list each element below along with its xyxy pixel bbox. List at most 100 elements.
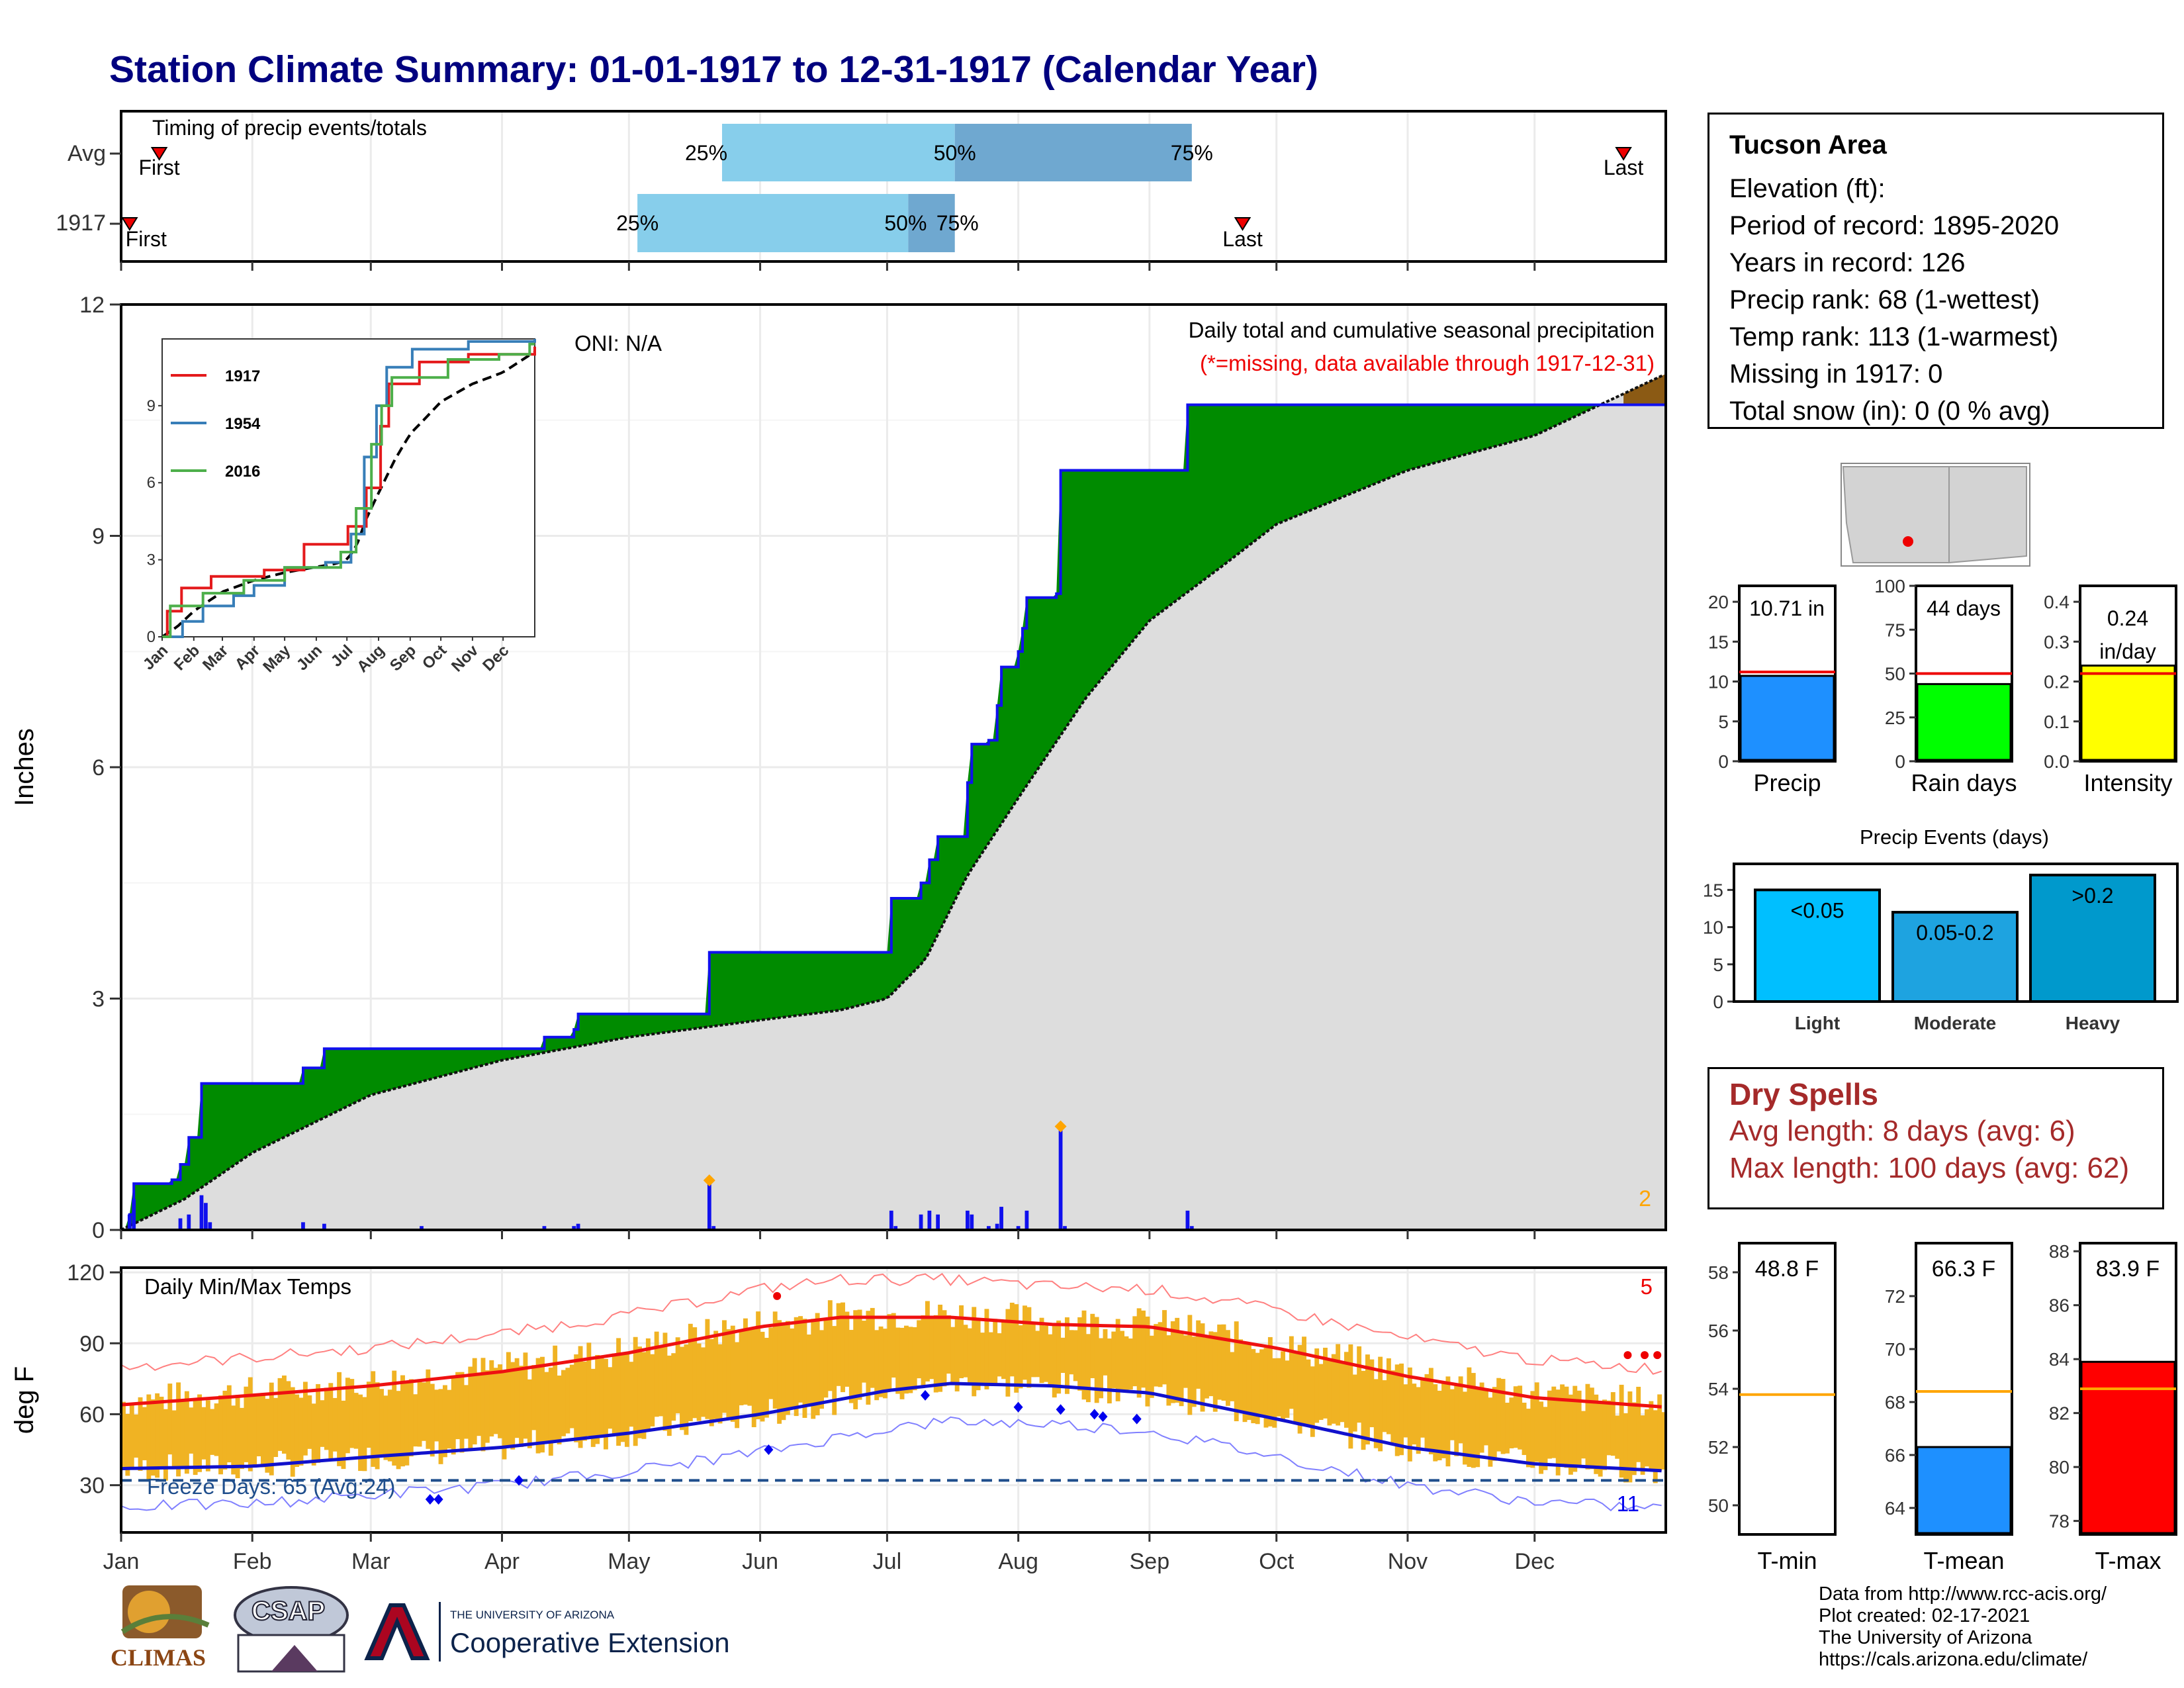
temp-daily-range — [1030, 1323, 1036, 1378]
temp-daily-range — [197, 1394, 202, 1472]
precip-total-ytick-label: 5 — [1718, 712, 1729, 732]
temp-daily-range — [848, 1330, 854, 1403]
tmean-value: 66.3 F — [1932, 1256, 1995, 1282]
precip-ytick-label: 0 — [92, 1218, 105, 1243]
temp-daily-range — [1212, 1332, 1218, 1412]
temp-daily-range — [244, 1386, 249, 1462]
timing-first-label: First — [138, 156, 179, 179]
temp-daily-range — [616, 1338, 621, 1446]
temp-daily-range — [1645, 1409, 1649, 1467]
precip-daily-bar — [322, 1223, 326, 1230]
temp-daily-range — [1551, 1386, 1557, 1458]
precip-daily-bar — [127, 1214, 132, 1230]
temp-daily-range — [1081, 1310, 1087, 1400]
temp-daily-range — [252, 1393, 257, 1467]
inset-legend-label: 2016 — [225, 463, 260, 481]
precip-daily-bar — [178, 1218, 183, 1230]
temp-daily-range — [1064, 1317, 1069, 1394]
temp-record-high-marker — [1623, 1351, 1632, 1360]
temp-daily-range — [1463, 1391, 1467, 1465]
temp-daily-range — [641, 1352, 647, 1439]
precip-total-bar — [1739, 675, 1835, 761]
temp-daily-range — [1412, 1383, 1417, 1445]
ua-logo: THE UNIVERSITY OF ARIZONA Cooperative Ex… — [361, 1602, 745, 1668]
temp-daily-range — [404, 1382, 410, 1466]
inset-ytick-label: 3 — [147, 551, 156, 569]
temp-daily-range — [1488, 1397, 1493, 1467]
precip-daily-bar — [711, 1226, 716, 1230]
precip-daily-bar — [707, 1180, 711, 1230]
temp-daily-range — [747, 1327, 752, 1406]
temp-daily-range — [1056, 1320, 1062, 1394]
station-line: Missing in 1917: 0 — [1729, 359, 1943, 389]
temp-daily-range — [1568, 1394, 1573, 1475]
temp-daily-range — [984, 1309, 989, 1389]
temp-daily-range — [1640, 1415, 1645, 1475]
temp-ytick-label: 30 — [79, 1474, 105, 1499]
temp-daily-range — [316, 1383, 321, 1463]
temp-daily-range — [954, 1317, 960, 1391]
month-label: Aug — [998, 1549, 1038, 1574]
precip-title: Daily total and cumulative seasonal prec… — [1189, 318, 1655, 342]
temp-daily-range — [1259, 1349, 1265, 1416]
precip-daily-bar — [208, 1222, 212, 1230]
precip-daily-bar — [576, 1223, 580, 1230]
temp-daily-range — [159, 1396, 164, 1469]
temp-daily-range — [506, 1352, 511, 1446]
map-arizona — [1842, 466, 1950, 563]
temp-daily-range — [1018, 1325, 1023, 1389]
precip-total-ytick-label: 0 — [1718, 751, 1729, 772]
temp-daily-range — [1420, 1377, 1426, 1438]
temp-daily-range — [841, 1302, 845, 1393]
temp-daily-range — [659, 1347, 663, 1417]
precip-daily-bar — [420, 1226, 424, 1230]
temp-daily-range — [1039, 1317, 1044, 1383]
temp-daily-range — [1484, 1388, 1488, 1446]
temp-daily-range — [1348, 1344, 1353, 1449]
tmax-label: T-max — [2095, 1547, 2161, 1574]
timing-avg-first-marker — [150, 147, 168, 161]
temp-record-low-marker — [514, 1475, 524, 1486]
temp-daily-range — [1099, 1338, 1104, 1399]
temp-ytick-label: 120 — [67, 1260, 105, 1286]
precip-ytick-label: 3 — [92, 987, 105, 1012]
temp-daily-range — [442, 1385, 447, 1458]
temp-daily-range — [1242, 1342, 1248, 1423]
temp-daily-range — [637, 1346, 643, 1438]
tmax-ytick-label: 84 — [2049, 1349, 2070, 1370]
temp-daily-range — [1386, 1358, 1391, 1434]
precip-daily-bar — [1189, 1226, 1194, 1230]
temp-daily-range — [1327, 1360, 1332, 1426]
temp-daily-range — [959, 1305, 964, 1379]
temp-daily-range — [1594, 1394, 1599, 1474]
temp-daily-range — [680, 1346, 684, 1430]
temp-daily-range — [1314, 1348, 1320, 1423]
csap-logo: CSAP — [232, 1582, 351, 1678]
temp-daily-range — [1302, 1336, 1306, 1424]
temp-daily-range — [827, 1300, 833, 1391]
temp-daily-range — [832, 1326, 837, 1415]
temp-ylabel: deg F — [10, 1366, 39, 1434]
temp-daily-range — [320, 1400, 325, 1447]
temp-daily-range — [1251, 1348, 1256, 1424]
temp-daily-range — [722, 1320, 727, 1413]
tmax-ytick-label: 78 — [2049, 1511, 2070, 1532]
temp-daily-range — [1336, 1344, 1341, 1426]
temp-daily-range — [510, 1362, 516, 1450]
temp-daily-range — [307, 1395, 312, 1449]
temp-daily-range — [1230, 1352, 1235, 1401]
tmax-bar — [2080, 1360, 2176, 1534]
temp-daily-range — [1492, 1387, 1497, 1461]
temp-daily-range — [523, 1352, 528, 1439]
month-label: Jan — [103, 1549, 140, 1574]
temp-daily-range — [988, 1332, 993, 1385]
temp-daily-range — [811, 1319, 816, 1419]
temp-daily-range — [256, 1393, 261, 1456]
temp-daily-range — [422, 1382, 426, 1441]
temp-daily-range — [980, 1333, 985, 1386]
temp-daily-range — [1357, 1346, 1362, 1423]
station-line: Temp rank: 113 (1-warmest) — [1729, 322, 2059, 352]
temp-daily-range — [430, 1383, 435, 1457]
rain-days-value: 44 days — [1927, 596, 2001, 620]
temp-daily-range — [756, 1311, 761, 1420]
